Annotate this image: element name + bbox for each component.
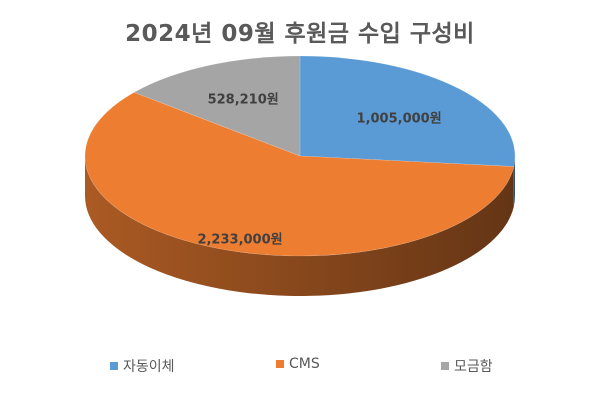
- pie-side-0: [513, 156, 515, 207]
- pie-slices: [84, 55, 516, 257]
- legend-item-0: 자동이체: [110, 356, 175, 376]
- pie-slice-1: [84, 92, 515, 257]
- pie-sides: [85, 156, 515, 297]
- legend-swatch-2: [441, 362, 449, 370]
- legend-label-2: 모금함: [454, 359, 493, 375]
- data-label-2: 528,210원: [208, 92, 279, 107]
- pie-side-1: [85, 156, 514, 297]
- data-labels: 1,005,000원 2,233,000원 528,210원: [197, 92, 441, 247]
- pie-slice-0: [299, 55, 516, 167]
- legend-label-1: CMS: [289, 356, 320, 372]
- data-label-1: 2,233,000원: [197, 232, 282, 247]
- data-label-0: 1,005,000원: [357, 112, 442, 127]
- legend-label-0: 자동이체: [123, 359, 175, 375]
- legend-item-2: 모금함: [441, 356, 493, 376]
- chart-title: 2024년 09월 후원금 수입 구성비: [125, 21, 475, 47]
- legend-item-1: CMS: [276, 356, 320, 372]
- legend-swatch-0: [110, 362, 118, 370]
- legend-swatch-1: [276, 360, 284, 368]
- legend: 자동이체 CMS 모금함: [0, 356, 600, 380]
- pie-slice-2: [133, 55, 301, 157]
